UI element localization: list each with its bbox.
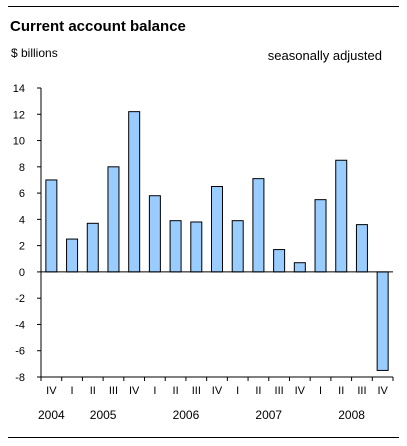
- y-tick-label: 4: [19, 214, 25, 226]
- bar: [376, 271, 389, 371]
- y-tick-label: 12: [13, 109, 25, 121]
- bar: [335, 159, 348, 273]
- year-label: 2008: [338, 408, 365, 422]
- y-axis-unit-label: $ billions: [11, 46, 58, 60]
- y-tick-label: -4: [15, 319, 25, 331]
- axes-group: [37, 87, 394, 381]
- bar: [293, 262, 306, 273]
- x-tick-label: IV: [46, 385, 57, 397]
- bar: [107, 166, 120, 273]
- year-label: 2004: [38, 408, 65, 422]
- y-tick-label: 14: [13, 83, 25, 95]
- year-label: 2007: [255, 408, 282, 422]
- bar: [128, 111, 141, 273]
- y-tick-label: 8: [19, 162, 25, 174]
- x-tick-label: I: [153, 385, 156, 397]
- bar: [190, 221, 203, 273]
- x-tick-label: III: [192, 385, 201, 397]
- year-label: 2006: [173, 408, 200, 422]
- x-tick-label: III: [109, 385, 118, 397]
- bar: [273, 249, 286, 273]
- x-tick-label: II: [173, 385, 179, 397]
- x-tick-label: IV: [295, 385, 306, 397]
- bar: [45, 179, 58, 273]
- x-tick-label: I: [236, 385, 239, 397]
- bar: [66, 238, 79, 273]
- x-tick-label: I: [71, 385, 74, 397]
- bar: [86, 222, 99, 273]
- x-tick-label: II: [255, 385, 261, 397]
- y-tick-label: 0: [19, 267, 25, 279]
- bottom-rule: [8, 437, 399, 438]
- bar: [169, 220, 182, 273]
- bars-group: [45, 111, 389, 371]
- y-tick-label: 2: [19, 241, 25, 253]
- bar: [355, 224, 368, 273]
- top-rule: [8, 6, 399, 7]
- bar: [231, 220, 244, 273]
- x-tick-label: IV: [377, 385, 388, 397]
- x-tick-label: I: [319, 385, 322, 397]
- x-tick-label: IV: [212, 385, 223, 397]
- y-tick-label: 6: [19, 188, 25, 200]
- y-tick-label: -6: [15, 346, 25, 358]
- x-tick-label: II: [90, 385, 96, 397]
- y-tick-label: -2: [15, 293, 25, 305]
- chart-title: Current account balance: [10, 18, 186, 35]
- bar: [314, 199, 327, 273]
- x-tick-label: III: [357, 385, 366, 397]
- year-label: 2005: [90, 408, 117, 422]
- y-tick-label: 10: [13, 136, 25, 148]
- x-tick-label: IV: [129, 385, 140, 397]
- x-tick-label: III: [275, 385, 284, 397]
- seasonal-adjustment-note: seasonally adjusted: [267, 48, 382, 63]
- bar: [211, 186, 223, 273]
- bar: [252, 178, 265, 273]
- x-tick-label: II: [338, 385, 344, 397]
- bar: [148, 195, 161, 273]
- y-tick-label: -8: [15, 372, 25, 384]
